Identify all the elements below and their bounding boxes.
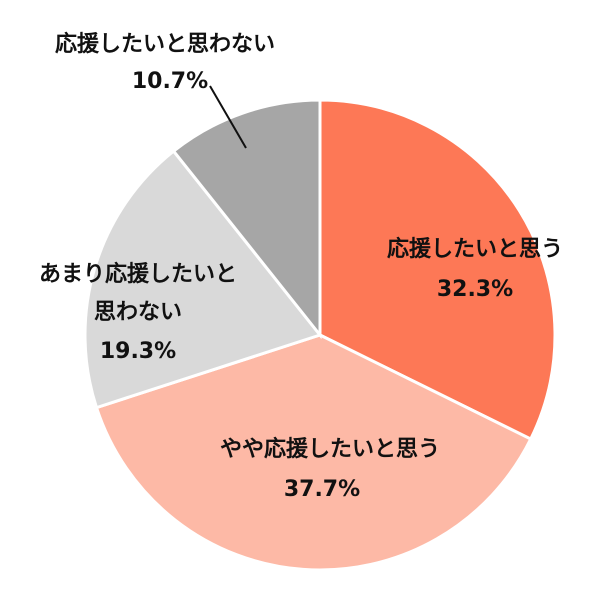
pie-slice xyxy=(83,149,323,410)
label-line: あまり応援したいと xyxy=(39,261,237,287)
label-line: 応援したいと思う xyxy=(387,236,563,262)
value-label: 37.7% xyxy=(284,477,360,502)
leader-line xyxy=(209,85,247,149)
slice-label: あまり応援したいと思わない xyxy=(39,261,237,325)
value-label: 10.7% xyxy=(132,69,208,94)
slice-label: やや応援したいと思う xyxy=(220,436,440,462)
slice-label: 応援したいと思う xyxy=(387,236,563,262)
label-line: 思わない xyxy=(94,300,182,325)
label-line: 応援したいと思わない xyxy=(55,31,275,57)
slice-label: 応援したいと思わない xyxy=(55,31,275,57)
value-label: 32.3% xyxy=(437,277,513,302)
pie-slice xyxy=(94,333,533,572)
label-line: やや応援したいと思う xyxy=(220,436,440,462)
value-label: 19.3% xyxy=(100,339,176,364)
pie-slice xyxy=(318,98,557,442)
pie-slice xyxy=(171,98,322,340)
